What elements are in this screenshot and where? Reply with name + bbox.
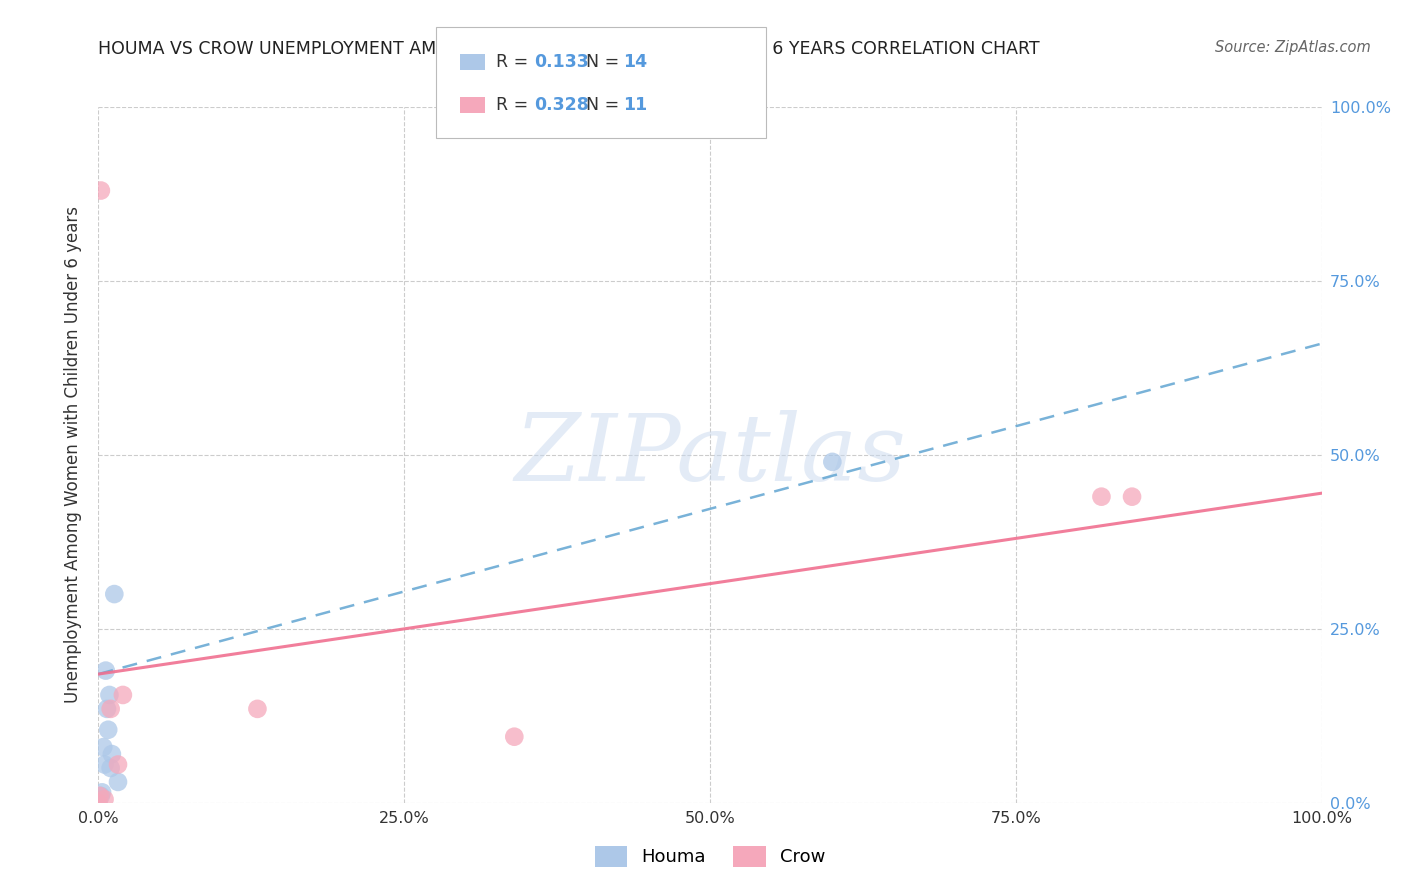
Text: 11: 11 xyxy=(623,96,647,114)
Point xyxy=(97,723,120,737)
Point xyxy=(93,757,115,772)
Point xyxy=(111,688,134,702)
Text: ZIPatlas: ZIPatlas xyxy=(515,410,905,500)
Point xyxy=(1090,490,1112,504)
Point xyxy=(103,587,125,601)
Y-axis label: Unemployment Among Women with Children Under 6 years: Unemployment Among Women with Children U… xyxy=(65,206,83,704)
Point xyxy=(89,789,111,803)
Point xyxy=(93,792,115,806)
Text: 0.328: 0.328 xyxy=(534,96,589,114)
Text: R =: R = xyxy=(496,53,534,71)
Text: Source: ZipAtlas.com: Source: ZipAtlas.com xyxy=(1215,40,1371,55)
Point xyxy=(87,796,110,810)
Point xyxy=(503,730,526,744)
Point xyxy=(90,789,112,803)
Text: N =: N = xyxy=(586,96,626,114)
Point xyxy=(91,740,114,755)
Point xyxy=(96,702,118,716)
Point xyxy=(107,775,129,789)
Legend: Houma, Crow: Houma, Crow xyxy=(588,838,832,874)
Text: 0.133: 0.133 xyxy=(534,53,589,71)
Point xyxy=(1121,490,1143,504)
Point xyxy=(246,702,269,716)
Point xyxy=(87,796,110,810)
Point xyxy=(101,747,124,761)
Text: R =: R = xyxy=(496,96,534,114)
Point xyxy=(821,455,844,469)
Text: N =: N = xyxy=(586,53,626,71)
Point xyxy=(91,785,114,799)
Point xyxy=(100,702,122,716)
Point xyxy=(98,688,121,702)
Text: 14: 14 xyxy=(623,53,647,71)
Point xyxy=(90,184,112,198)
Text: HOUMA VS CROW UNEMPLOYMENT AMONG WOMEN WITH CHILDREN UNDER 6 YEARS CORRELATION C: HOUMA VS CROW UNEMPLOYMENT AMONG WOMEN W… xyxy=(98,40,1040,58)
Point xyxy=(94,664,117,678)
Point xyxy=(100,761,122,775)
Point xyxy=(107,757,129,772)
